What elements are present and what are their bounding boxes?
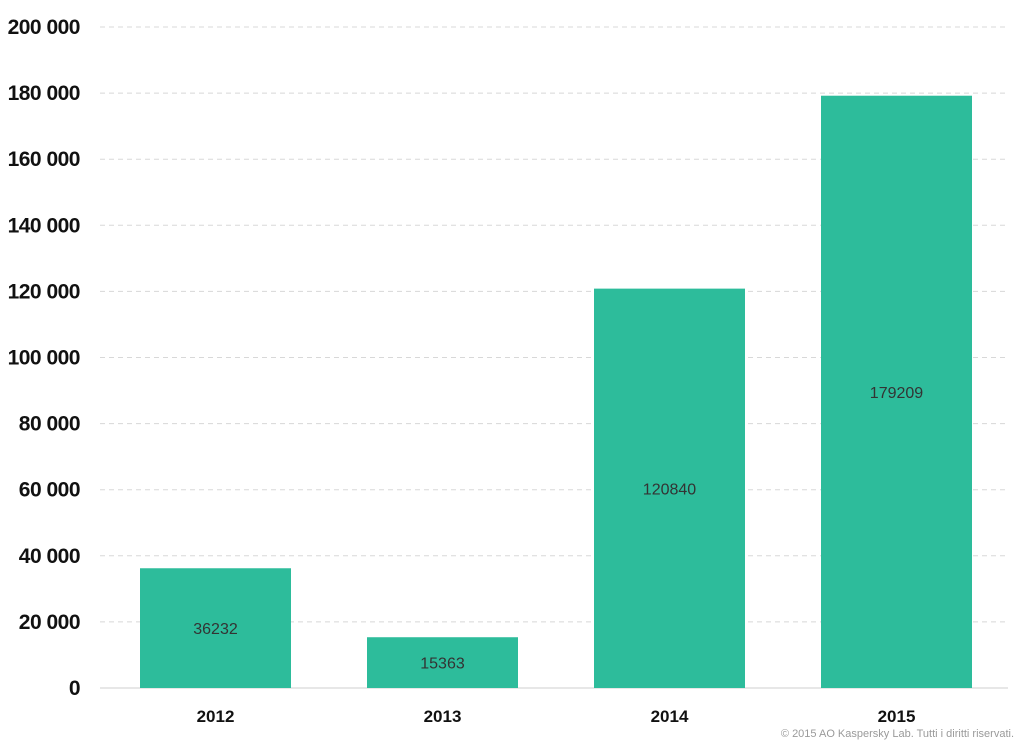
y-tick-label: 120 000 (8, 280, 80, 303)
bar-2015 (821, 95, 972, 689)
x-tick-label: 2012 (197, 707, 235, 726)
y-tick-label: 140 000 (8, 214, 80, 237)
x-tick-label: 2014 (651, 707, 689, 726)
y-axis-ticks: 0 20 000 40 000 60 000 80 000 100 000 120 000 1… (8, 16, 81, 700)
y-tick-label: 80 000 (19, 413, 80, 436)
copyright-notice: © 2015 AO Kaspersky Lab. Tutti i diritti… (780, 728, 1014, 740)
y-tick-label: 60 000 (19, 479, 80, 502)
data-label: 120840 (643, 481, 696, 498)
bar-2012 (140, 568, 291, 688)
data-label: 179209 (870, 385, 923, 402)
data-labels: 36232 15363 120840 179209 (193, 385, 923, 673)
y-tick-label: 200 000 (8, 16, 80, 39)
x-tick-label: 2013 (424, 707, 462, 726)
y-tick-label: 0 (69, 677, 80, 700)
bars (140, 95, 972, 689)
x-tick-label: 2015 (878, 707, 916, 726)
y-tick-label: 40 000 (19, 545, 80, 568)
y-tick-label: 20 000 (19, 611, 80, 634)
bar-2013 (367, 637, 518, 688)
x-axis-ticks: 2012 2013 2014 2015 (197, 707, 916, 726)
y-tick-label: 180 000 (8, 82, 80, 105)
y-tick-label: 100 000 (8, 347, 80, 370)
data-label: 36232 (193, 621, 238, 638)
bar-2014 (594, 288, 745, 688)
y-tick-label: 160 000 (8, 148, 80, 171)
data-label: 15363 (420, 656, 465, 673)
